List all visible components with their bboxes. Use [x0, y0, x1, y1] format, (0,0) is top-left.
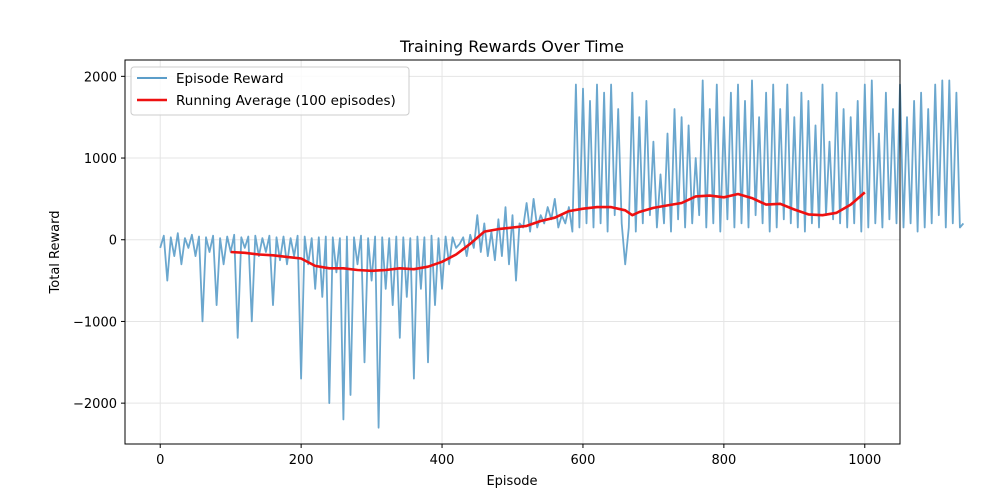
y-tick-label: 0 — [109, 234, 117, 249]
x-tick-label: 600 — [571, 453, 596, 468]
y-tick-label: 1000 — [84, 152, 117, 167]
plot-area — [159, 79, 965, 429]
x-tick-label: 400 — [430, 453, 455, 468]
x-axis-label: Episode — [486, 474, 537, 489]
chart-title: Training Rewards Over Time — [399, 37, 624, 56]
x-tick-label: 200 — [289, 453, 314, 468]
y-tick-label: −1000 — [73, 315, 117, 330]
x-tick-label: 1000 — [848, 453, 881, 468]
y-tick-label: −2000 — [73, 397, 117, 412]
legend-box — [130, 66, 410, 116]
running-average-line — [230, 191, 866, 273]
x-tick-label: 0 — [156, 453, 164, 468]
legend-label-episode-reward: Episode Reward — [176, 71, 284, 87]
legend: Episode Reward Running Average (100 epis… — [130, 66, 410, 116]
y-axis-label: Total Reward — [48, 211, 63, 295]
plot-frame — [124, 59, 901, 445]
y-tick-label: 2000 — [84, 70, 117, 85]
axes: 0 200 400 600 800 1000 −2000 −1000 0 1000 2000 — [73, 70, 881, 468]
legend-label-running-average: Running Average (100 episodes) — [176, 93, 396, 109]
episode-reward-line — [159, 79, 965, 429]
x-tick-label: 800 — [711, 453, 736, 468]
